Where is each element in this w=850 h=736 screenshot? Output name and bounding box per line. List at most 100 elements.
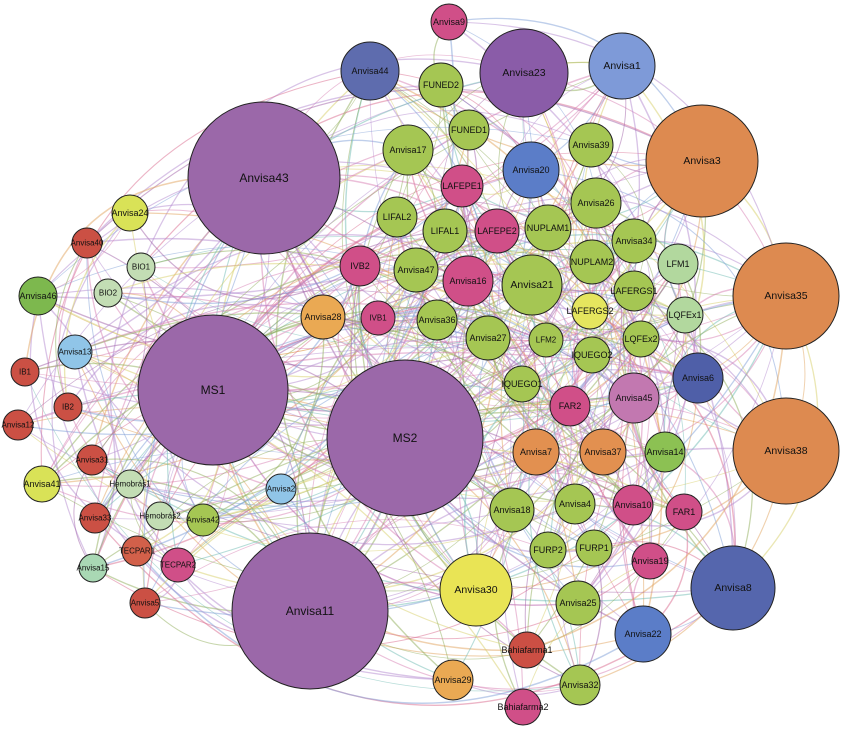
edge (526, 295, 787, 651)
edge (136, 451, 666, 607)
node-FURP2[interactable]: FURP2 (529, 531, 567, 569)
node-LAFEPE2[interactable]: LAFEPE2 (474, 208, 520, 254)
edge (144, 337, 489, 604)
node-LQFEx1[interactable]: LQFEx1 (666, 296, 704, 334)
node-Anvisa7[interactable]: Anvisa7 (512, 428, 560, 476)
node-MS1[interactable]: MS1 (137, 314, 289, 466)
node-Anvisa14[interactable]: Anvisa14 (644, 431, 686, 473)
node-Anvisa10[interactable]: Anvisa10 (612, 484, 654, 526)
node-LQFEx2[interactable]: LQFEx2 (622, 320, 660, 358)
node-FAR2[interactable]: FAR2 (549, 385, 591, 427)
edge (67, 303, 324, 408)
node-FAR1[interactable]: FAR1 (665, 493, 703, 531)
node-Anvisa29[interactable]: Anvisa29 (432, 659, 474, 701)
node-Anvisa20[interactable]: Anvisa20 (502, 141, 560, 199)
edge (41, 259, 533, 485)
node-Anvisa4[interactable]: Anvisa4 (554, 483, 596, 525)
node-Anvisa32[interactable]: Anvisa32 (559, 664, 601, 706)
edge (493, 451, 604, 708)
node-Anvisa47[interactable]: Anvisa47 (393, 247, 439, 293)
node-Anvisa16[interactable]: Anvisa16 (442, 255, 494, 307)
node-Anvisa23[interactable]: Anvisa23 (479, 28, 569, 118)
node-Anvisa6[interactable]: Anvisa6 (672, 352, 724, 404)
node-NUPLAM2[interactable]: NUPLAM2 (569, 239, 615, 285)
edge (461, 185, 666, 453)
node-Anvisa24[interactable]: Anvisa24 (111, 194, 149, 232)
edge (202, 316, 325, 521)
node-IB1[interactable]: IB1 (10, 357, 40, 387)
node-Anvisa36[interactable]: Anvisa36 (416, 299, 458, 341)
node-LFM1[interactable]: LFM1 (657, 243, 699, 285)
node-Anvisa43[interactable]: Anvisa43 (187, 101, 341, 255)
edge (448, 21, 787, 297)
edge (55, 242, 88, 408)
node-Anvisa41[interactable]: Anvisa41 (23, 465, 61, 503)
node-Anvisa46[interactable]: Anvisa46 (18, 276, 58, 316)
edge (107, 185, 463, 305)
node-IVB1[interactable]: IVB1 (360, 300, 396, 336)
node-Anvisa39[interactable]: Anvisa39 (568, 122, 614, 168)
edge (74, 234, 635, 399)
node-Anvisa28[interactable]: Anvisa28 (300, 294, 346, 340)
node-Anvisa26[interactable]: Anvisa26 (570, 177, 622, 229)
node-LIFAL1[interactable]: LIFAL1 (422, 208, 468, 254)
node-Anvisa42[interactable]: Anvisa42 (186, 503, 220, 537)
node-Anvisa5[interactable]: Anvisa5 (129, 587, 161, 619)
node-Anvisa3[interactable]: Anvisa3 (645, 104, 759, 218)
node-Anvisa22[interactable]: Anvisa22 (614, 605, 672, 663)
edge (479, 337, 595, 549)
node-Anvisa1[interactable]: Anvisa1 (588, 32, 656, 100)
node-Anvisa11[interactable]: Anvisa11 (231, 532, 389, 690)
edge (37, 295, 547, 368)
node-Anvisa44[interactable]: Anvisa44 (340, 41, 400, 101)
edge (129, 212, 361, 300)
edge (545, 263, 679, 342)
edge (140, 58, 525, 268)
node-Anvisa2[interactable]: Anvisa2 (265, 473, 297, 505)
node-Anvisa21[interactable]: Anvisa21 (501, 254, 563, 316)
edge (91, 459, 734, 593)
node-Anvisa8[interactable]: Anvisa8 (690, 545, 776, 631)
edge (107, 263, 547, 341)
node-FUNED2[interactable]: FUNED2 (418, 62, 464, 108)
node-Anvisa19[interactable]: Anvisa19 (631, 542, 669, 580)
node-MS2[interactable]: MS2 (326, 359, 484, 517)
edge (579, 314, 686, 686)
node-FUNED1[interactable]: FUNED1 (448, 109, 490, 151)
node-BIO2[interactable]: BIO2 (93, 278, 123, 308)
node-Anvisa18[interactable]: Anvisa18 (489, 487, 535, 533)
node-Anvisa38[interactable]: Anvisa38 (732, 397, 840, 505)
node-Anvisa17[interactable]: Anvisa17 (382, 124, 434, 176)
edge (94, 230, 498, 519)
node-Anvisa35[interactable]: Anvisa35 (732, 242, 840, 350)
node-LAFEPE1[interactable]: LAFEPE1 (440, 164, 484, 208)
node-Anvisa27[interactable]: Anvisa27 (465, 315, 511, 361)
node-FURP1[interactable]: FURP1 (575, 529, 613, 567)
edge (212, 389, 787, 502)
node-Anvisa34[interactable]: Anvisa34 (611, 218, 657, 264)
node-Anvisa37[interactable]: Anvisa37 (579, 428, 627, 476)
edge (41, 149, 409, 485)
node-LFM2[interactable]: LFM2 (528, 322, 564, 358)
node-Anvisa30[interactable]: Anvisa30 (439, 553, 513, 627)
node-Anvisa15[interactable]: Anvisa15 (77, 553, 110, 583)
edge (41, 306, 699, 485)
edge (63, 212, 131, 408)
node-IVB2[interactable]: IVB2 (339, 245, 381, 287)
edge (475, 261, 593, 591)
node-Bahiafarma1[interactable]: Bahiafarma1 (501, 631, 553, 669)
edge (24, 371, 571, 427)
node-BIO1[interactable]: BIO1 (126, 252, 156, 282)
node-IB2[interactable]: IB2 (53, 392, 83, 422)
node-Anvisa13[interactable]: Anvisa13 (57, 334, 93, 370)
node-NUPLAM1[interactable]: NUPLAM1 (524, 204, 572, 252)
edge (526, 295, 787, 651)
node-Anvisa45[interactable]: Anvisa45 (608, 372, 660, 424)
node-LIFAL2[interactable]: LIFAL2 (376, 196, 418, 238)
node-Anvisa9[interactable]: Anvisa9 (430, 3, 468, 41)
node-Anvisa25[interactable]: Anvisa25 (555, 580, 601, 626)
edge (366, 129, 477, 591)
edge (86, 242, 282, 490)
